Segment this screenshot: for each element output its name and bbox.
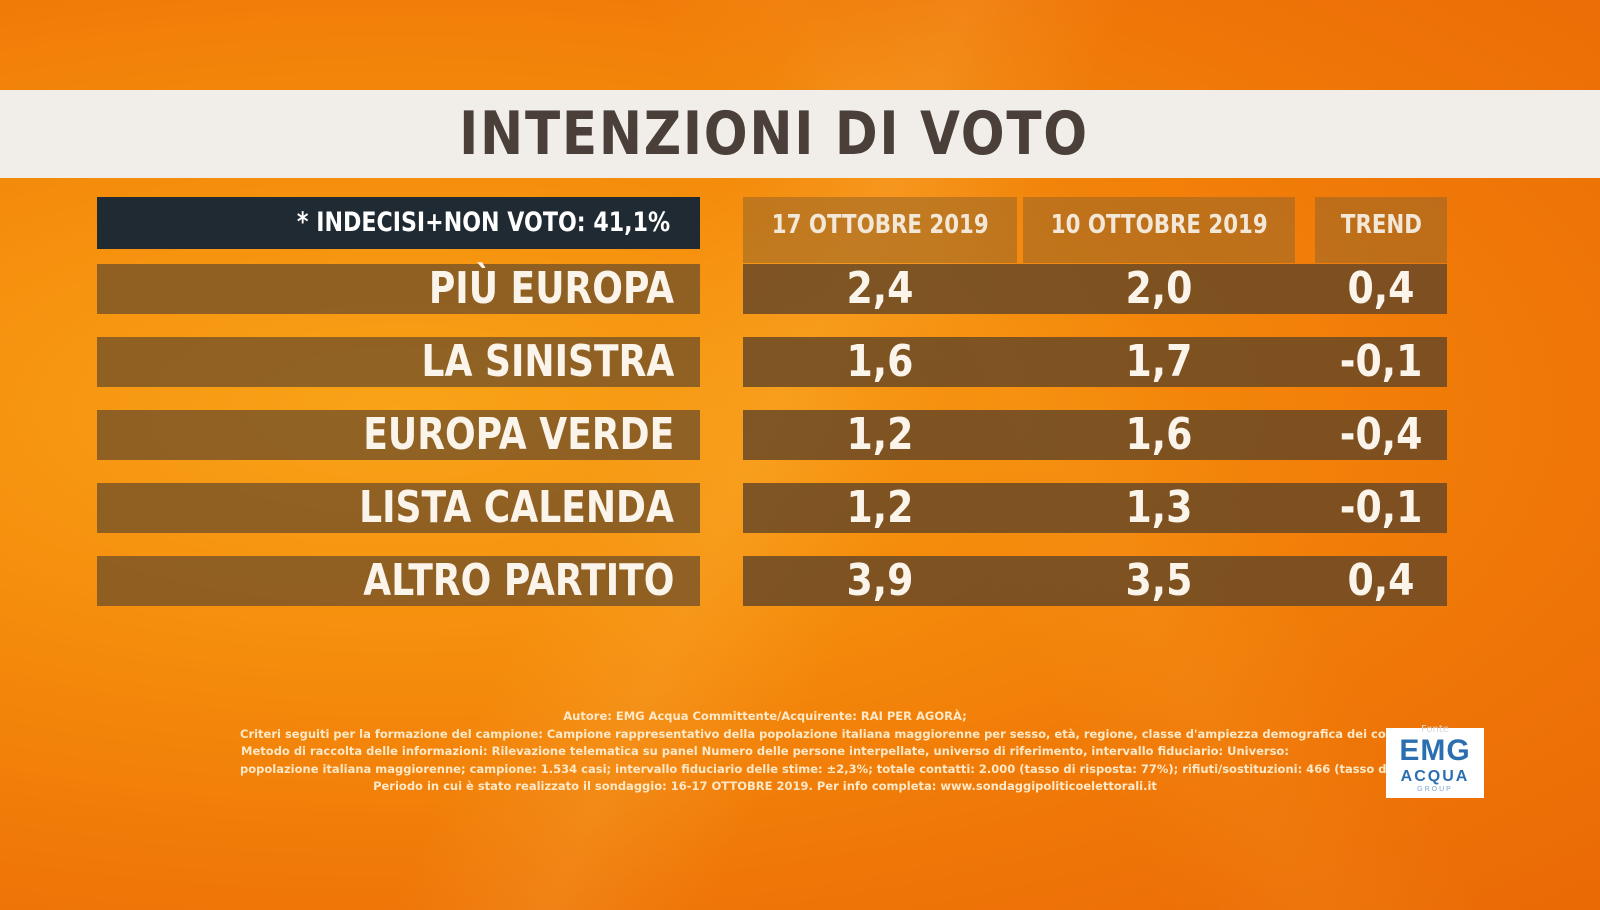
party-label: PIÙ EUROPA: [428, 263, 674, 314]
party-row: PIÙ EUROPA: [97, 264, 700, 314]
column-header-label: 10 OTTOBRE 2019: [1050, 210, 1268, 240]
column-header-trend: TREND: [1315, 197, 1447, 263]
trend-cell: -0,1: [1315, 337, 1447, 387]
value-row: 1,6 1,7 -0,1: [743, 337, 1447, 387]
cell-value: 3,9: [846, 555, 914, 606]
title-band: INTENZIONI DI VOTO: [0, 90, 1600, 178]
value-row: 1,2 1,6 -0,4: [743, 410, 1447, 460]
cell-value: 1,7: [1125, 336, 1193, 387]
value-cell: 1,2: [743, 410, 1017, 460]
value-cell: 2,4: [743, 264, 1017, 314]
trend-cell: -0,1: [1315, 483, 1447, 533]
cell-value: 1,2: [846, 482, 914, 533]
footer-line: Criteri seguiti per la formazione del ca…: [240, 726, 1419, 741]
cell-value: 3,5: [1125, 555, 1193, 606]
logo-sub: ACQUA: [1400, 768, 1470, 785]
cell-value: -0,4: [1339, 409, 1423, 460]
cell-value: -0,1: [1339, 336, 1423, 387]
value-cell: 3,9: [743, 556, 1017, 606]
value-cell: 2,0: [1023, 264, 1295, 314]
cell-value: 1,6: [1125, 409, 1193, 460]
footer-line: popolazione italiana maggiorenne; campio…: [240, 761, 1476, 776]
trend-cell: 0,4: [1315, 556, 1447, 606]
value-cell: 1,2: [743, 483, 1017, 533]
value-row: 1,2 1,3 -0,1: [743, 483, 1447, 533]
value-row: 2,4 2,0 0,4: [743, 264, 1447, 314]
party-label: ALTRO PARTITO: [362, 555, 674, 606]
party-row: LA SINISTRA: [97, 337, 700, 387]
party-label: LISTA CALENDA: [359, 482, 674, 533]
chart-title: INTENZIONI DI VOTO: [459, 99, 1089, 169]
cell-value: 0,4: [1347, 555, 1415, 606]
cell-value: 2,4: [846, 263, 914, 314]
column-header-label: TREND: [1340, 210, 1422, 240]
column-header-10-ottobre: 10 OTTOBRE 2019: [1023, 197, 1295, 263]
party-label: LA SINISTRA: [421, 336, 674, 387]
party-row: ALTRO PARTITO: [97, 556, 700, 606]
party-row: EUROPA VERDE: [97, 410, 700, 460]
cell-value: 1,6: [846, 336, 914, 387]
undecided-note: * INDECISI+NON VOTO: 41,1%: [296, 207, 670, 238]
logo-fonte-label: Fonte: [1421, 724, 1449, 735]
cell-value: 1,3: [1125, 482, 1193, 533]
party-label: EUROPA VERDE: [363, 409, 674, 460]
trend-cell: -0,4: [1315, 410, 1447, 460]
cell-value: 2,0: [1125, 263, 1193, 314]
cell-value: 1,2: [846, 409, 914, 460]
cell-value: -0,1: [1339, 482, 1423, 533]
logo-brand: EMG: [1399, 734, 1471, 767]
value-cell: 1,3: [1023, 483, 1295, 533]
value-cell: 1,6: [1023, 410, 1295, 460]
column-header-label: 17 OTTOBRE 2019: [771, 210, 989, 240]
footer-line: Metodo di raccolta delle informazioni: R…: [241, 744, 1289, 758]
logo-group: GROUP: [1417, 786, 1453, 793]
party-row: LISTA CALENDA: [97, 483, 700, 533]
value-row: 3,9 3,5 0,4: [743, 556, 1447, 606]
undecided-note-box: * INDECISI+NON VOTO: 41,1%: [97, 197, 700, 249]
value-cell: 1,7: [1023, 337, 1295, 387]
column-header-17-ottobre: 17 OTTOBRE 2019: [743, 197, 1017, 263]
footer-line: Periodo in cui è stato realizzato il son…: [373, 779, 1157, 793]
cell-value: 0,4: [1347, 263, 1415, 314]
emg-acqua-logo: Fonte EMG ACQUA GROUP: [1386, 724, 1484, 798]
footer-line: Autore: EMG Acqua Committente/Acquirente…: [563, 709, 967, 723]
trend-cell: 0,4: [1315, 264, 1447, 314]
value-cell: 1,6: [743, 337, 1017, 387]
value-cell: 3,5: [1023, 556, 1295, 606]
methodology-footer: Autore: EMG Acqua Committente/Acquirente…: [240, 708, 1476, 796]
